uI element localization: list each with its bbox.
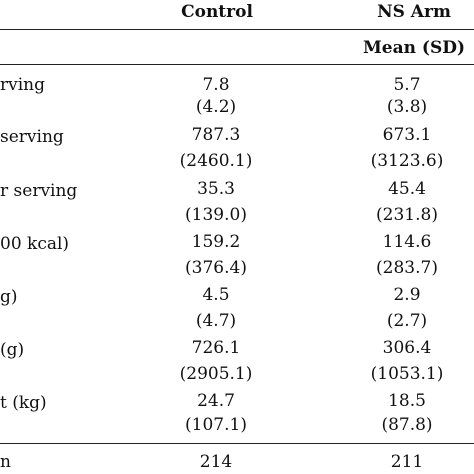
footer-label: n (0, 452, 11, 472)
cell-control-mean: 726.1 (191, 338, 241, 358)
cell-control-sd: (4.7) (195, 311, 237, 331)
cell-control-mean: 4.5 (202, 285, 230, 305)
cell-control-mean: 7.8 (202, 75, 230, 95)
cell-ns-mean: 5.7 (393, 75, 421, 95)
cell-control-mean: 24.7 (197, 391, 235, 411)
row-label: r serving (0, 181, 78, 201)
cell-control-sd: (2460.1) (179, 151, 253, 171)
row-label: g) (0, 287, 18, 307)
header-mean-sd: Mean (SD) (362, 38, 466, 58)
cell-ns-mean: 114.6 (382, 232, 432, 252)
cell-ns-mean: 306.4 (382, 338, 432, 358)
cell-ns-mean: 2.9 (393, 285, 421, 305)
cell-control-mean: 159.2 (191, 232, 241, 252)
cell-control-sd: (376.4) (185, 258, 247, 278)
cell-ns-mean: 18.5 (388, 391, 426, 411)
row-label: (g) (0, 340, 25, 360)
cell-ns-sd: (1053.1) (370, 364, 444, 384)
cell-ns-sd: (231.8) (376, 205, 438, 225)
subheader-rule (0, 64, 474, 65)
cell-ns-sd: (87.8) (381, 415, 433, 435)
cell-control-sd: (2905.1) (179, 364, 253, 384)
cell-control-sd: (4.2) (195, 97, 237, 117)
cell-control-sd: (139.0) (185, 205, 247, 225)
row-label: serving (0, 127, 64, 147)
cell-ns-sd: (2.7) (386, 311, 428, 331)
header-control: Control (181, 2, 253, 22)
cell-ns-sd: (283.7) (376, 258, 438, 278)
header-rule (0, 29, 474, 30)
row-label: t (kg) (0, 393, 47, 413)
footer-rule (0, 443, 474, 444)
cell-control-mean: 35.3 (197, 179, 235, 199)
row-label: 00 kcal) (0, 234, 70, 254)
cell-ns-mean: 673.1 (382, 125, 432, 145)
cell-ns-sd: (3123.6) (370, 151, 444, 171)
cell-ns-sd: (3.8) (386, 97, 428, 117)
cell-control-sd: (107.1) (185, 415, 247, 435)
footer-control-n: 214 (199, 452, 233, 472)
cell-ns-mean: 45.4 (388, 179, 426, 199)
row-label: rving (0, 75, 45, 95)
cell-control-mean: 787.3 (191, 125, 241, 145)
footer-ns-n: 211 (390, 452, 424, 472)
header-ns-arm: NS Arm (377, 2, 451, 22)
